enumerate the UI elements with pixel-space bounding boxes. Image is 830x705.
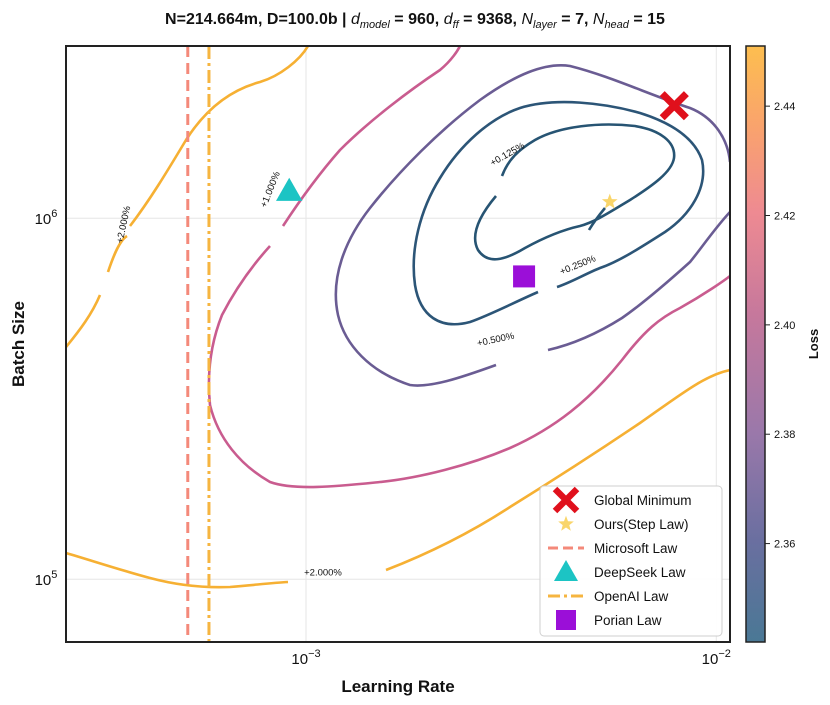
colorbar-tick-label-1: 2.38 <box>774 429 795 441</box>
legend-marker-5 <box>556 610 576 630</box>
colorbar-label: Loss <box>806 329 821 359</box>
contour-line-0.125pct <box>473 123 676 261</box>
colorbar-tick-label-3: 2.42 <box>774 211 795 223</box>
colorbar <box>745 45 766 643</box>
colorbar-tick-label-0: 2.36 <box>774 539 795 551</box>
x-tick-label-0: 10−3 <box>291 648 320 668</box>
contour-line-1pct <box>207 46 730 489</box>
x-tick-label-1: 10−2 <box>702 648 731 668</box>
marker-porian-law <box>513 265 536 288</box>
legend-label-5: Porian Law <box>594 613 662 628</box>
contour-label-5: +2.000% <box>304 568 342 579</box>
legend-marker-0 <box>552 486 580 514</box>
legend-marker-3 <box>554 560 578 581</box>
legend-marker-1 <box>558 515 574 531</box>
legend-label-1: Ours(Step Law) <box>594 517 689 532</box>
contour-line-0.5pct <box>334 64 730 387</box>
y-tick-label-0: 105 <box>35 569 58 589</box>
contour-line-2pct-lower <box>66 368 730 589</box>
marker-ours-step-law- <box>601 193 618 209</box>
contour-line-0.25pct <box>412 100 705 326</box>
y-tick-label-1: 106 <box>35 208 58 228</box>
chart-title: N=214.664m, D=100.0b | dmodel = 960, dff… <box>165 11 665 31</box>
colorbar-tick-label-4: 2.44 <box>774 101 795 113</box>
plot-frame <box>65 45 731 643</box>
marker-deepseek-law <box>276 177 303 201</box>
colorbar-tick-label-2: 2.40 <box>774 320 795 332</box>
legend-box <box>539 485 723 637</box>
legend-label-3: DeepSeek Law <box>594 565 686 580</box>
legend-label-4: OpenAI Law <box>594 589 669 604</box>
x-axis-label: Learning Rate <box>341 677 454 696</box>
legend: Global Minimum Ours(Step Law) Microsoft La… <box>539 485 723 637</box>
y-axis-label: Batch Size <box>9 301 28 387</box>
marker-global-minimum <box>659 91 689 121</box>
legend-label-2: Microsoft Law <box>594 541 678 556</box>
legend-label-0: Global Minimum <box>594 493 692 508</box>
